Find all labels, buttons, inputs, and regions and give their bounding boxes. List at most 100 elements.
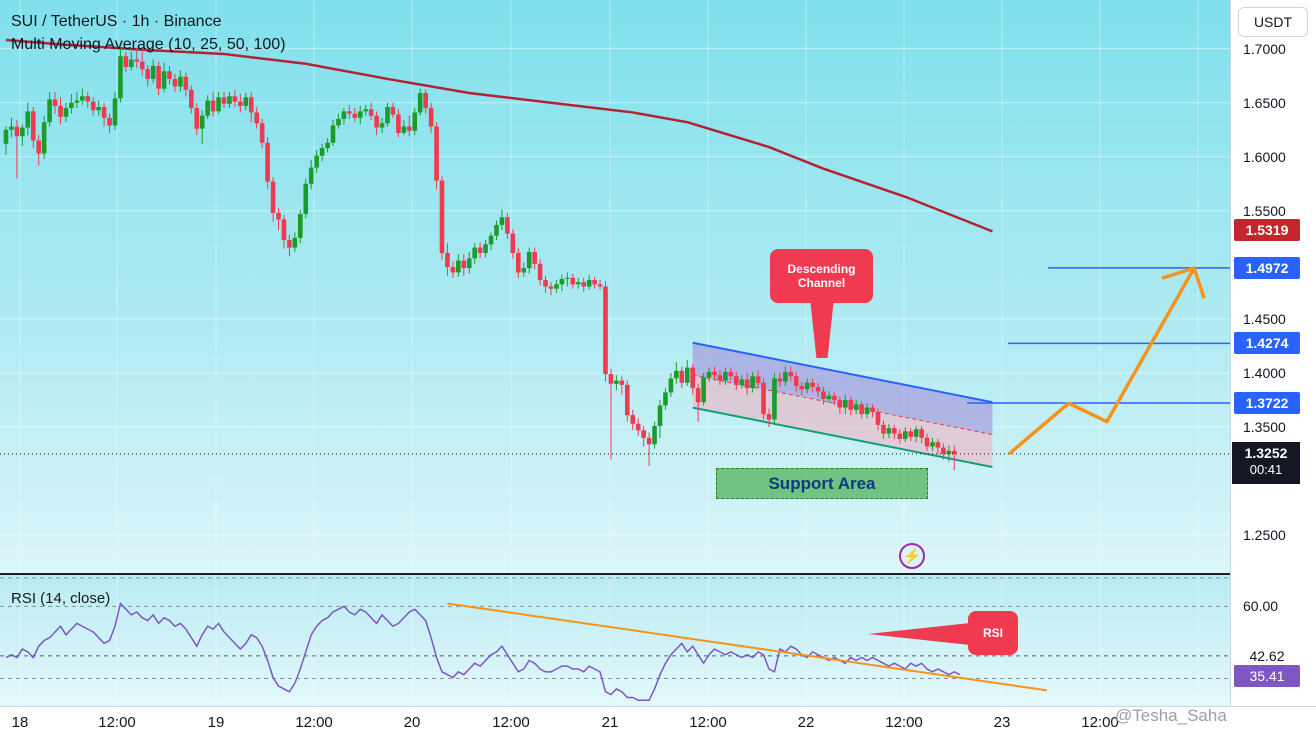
price-tick-label: 1.5500 — [1243, 202, 1286, 219]
candle — [570, 277, 576, 285]
candle — [161, 71, 167, 89]
candle — [412, 112, 418, 131]
candle — [537, 263, 543, 281]
candle — [881, 424, 886, 434]
pane-divider[interactable] — [0, 573, 1230, 575]
candle — [614, 380, 619, 384]
candle — [243, 97, 249, 106]
candle — [892, 428, 897, 434]
candle — [870, 407, 875, 412]
candle — [608, 374, 614, 384]
time-tick-label: 12:00 — [689, 714, 727, 731]
candle — [36, 140, 41, 154]
candle — [172, 78, 178, 87]
bar-countdown: 00:41 — [1249, 462, 1283, 477]
candle — [379, 123, 385, 128]
candle — [205, 100, 210, 116]
candle — [526, 251, 532, 269]
candle — [238, 101, 243, 106]
time-axis[interactable] — [0, 706, 1316, 743]
time-tick-label: 12:00 — [885, 714, 923, 731]
time-tick-label: 23 — [993, 714, 1011, 731]
price-tick-label: 1.4500 — [1243, 310, 1286, 327]
candle — [799, 385, 804, 390]
candle — [864, 407, 870, 415]
candle — [303, 183, 309, 215]
time-tick-label: 21 — [601, 714, 619, 731]
candle — [750, 376, 755, 389]
candle — [396, 114, 401, 133]
channel-upper-line — [692, 341, 993, 404]
moving-average-legend[interactable]: Multi Moving Average (10, 25, 50, 100) — [11, 36, 286, 53]
candle — [129, 59, 134, 68]
candle — [47, 99, 52, 123]
candle — [635, 423, 641, 431]
candle — [843, 400, 848, 408]
candle — [423, 92, 428, 109]
symbol-legend[interactable]: SUI / TetherUS · 1h · Binance — [11, 13, 222, 30]
candle — [902, 431, 908, 439]
candle — [150, 65, 156, 79]
candle — [276, 212, 281, 220]
rsi-callout[interactable]: RSI — [968, 611, 1018, 655]
candle — [352, 113, 358, 118]
candle — [30, 111, 36, 141]
candle — [292, 237, 298, 248]
candle — [319, 148, 325, 156]
candle — [859, 404, 864, 415]
candle — [946, 450, 952, 455]
candle — [930, 442, 935, 447]
candle — [679, 370, 685, 383]
price-level-badge: 1.4274 — [1234, 332, 1300, 355]
price-pane[interactable] — [0, 0, 1230, 573]
support-area[interactable]: Support Area — [716, 468, 928, 499]
rsi-legend[interactable]: RSI (14, close) — [11, 590, 111, 607]
candle — [554, 284, 559, 289]
candle — [652, 425, 657, 445]
descending-channel-pointer — [810, 298, 834, 358]
candle — [728, 371, 734, 377]
price-tick-label: 1.4000 — [1243, 364, 1286, 381]
candle — [385, 107, 390, 124]
candle — [101, 107, 107, 118]
candle — [701, 377, 706, 403]
candle — [875, 411, 881, 425]
lightning-icon[interactable]: ⚡ — [899, 543, 925, 569]
candle — [434, 126, 439, 181]
candle — [810, 382, 815, 388]
candle — [815, 387, 821, 392]
currency-button[interactable]: USDT — [1238, 7, 1308, 37]
projection-path — [1007, 267, 1196, 456]
rsi-pane[interactable] — [0, 575, 1230, 706]
candle — [755, 376, 761, 383]
channel-lower-line — [692, 406, 993, 469]
time-tick-label: 19 — [207, 714, 225, 731]
candle — [788, 371, 794, 377]
support-area-label: Support Area — [768, 473, 876, 493]
candle — [85, 96, 91, 102]
descending-channel-callout[interactable]: Descending Channel — [770, 249, 873, 303]
candle — [445, 252, 450, 268]
candle — [668, 378, 674, 393]
candle — [417, 92, 423, 113]
candle — [821, 391, 826, 399]
rsi-callout-pointer — [868, 623, 970, 645]
candle — [112, 98, 118, 126]
candle — [118, 56, 123, 99]
candle — [908, 431, 913, 437]
candle — [913, 429, 919, 437]
candle — [619, 380, 625, 385]
price-level-badge: 1.3722 — [1234, 392, 1300, 415]
candle — [145, 69, 150, 79]
candle — [832, 395, 837, 401]
candle — [336, 118, 341, 126]
price-level-badge: 1.5319 — [1234, 219, 1300, 242]
candle — [646, 437, 652, 445]
rsi-line — [5, 601, 961, 702]
time-tick-label: 20 — [403, 714, 421, 731]
candle — [314, 155, 319, 168]
time-tick-label: 12:00 — [1081, 714, 1119, 731]
candle — [717, 375, 723, 381]
price-tick-label: 1.7000 — [1243, 40, 1286, 57]
candle — [25, 111, 31, 128]
